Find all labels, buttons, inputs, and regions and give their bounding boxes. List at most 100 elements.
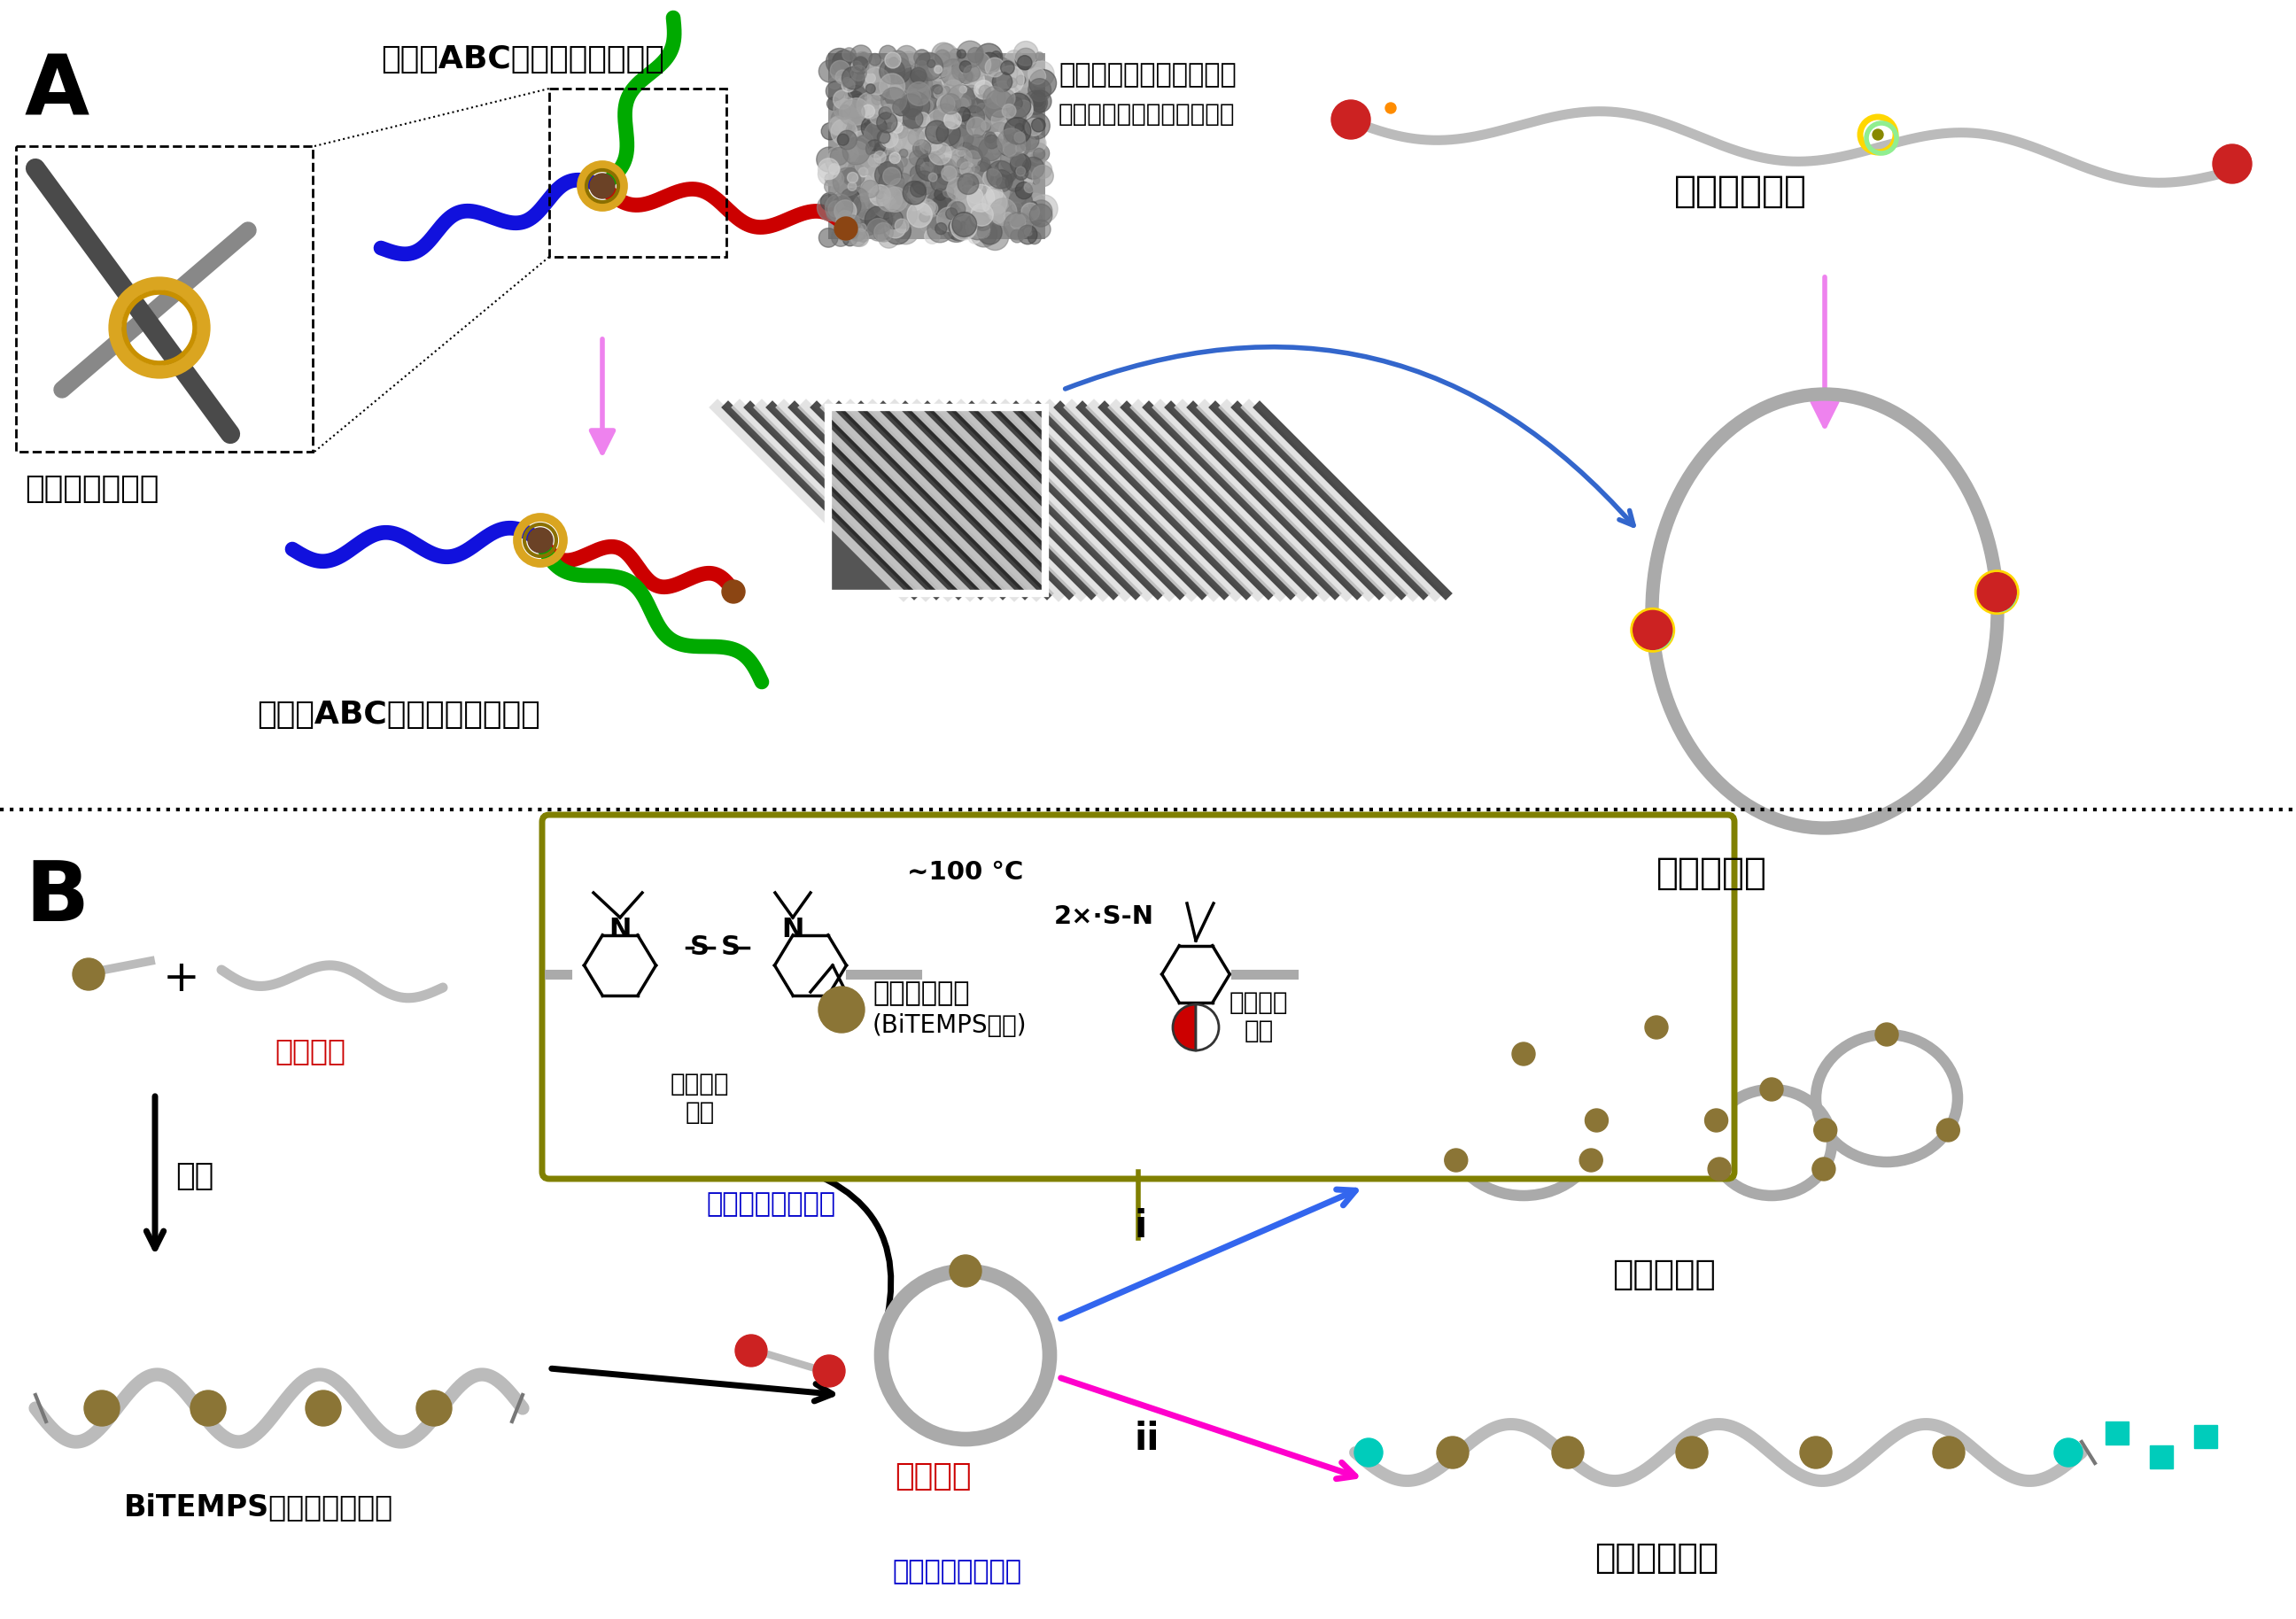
Circle shape bbox=[957, 50, 967, 58]
Circle shape bbox=[902, 108, 923, 128]
Circle shape bbox=[902, 186, 914, 199]
Circle shape bbox=[957, 40, 983, 68]
Circle shape bbox=[824, 147, 850, 172]
Circle shape bbox=[932, 84, 941, 94]
Circle shape bbox=[976, 104, 987, 115]
Circle shape bbox=[843, 79, 854, 92]
Circle shape bbox=[912, 185, 928, 201]
Circle shape bbox=[974, 73, 983, 81]
Circle shape bbox=[967, 134, 978, 146]
Circle shape bbox=[833, 142, 859, 167]
Circle shape bbox=[861, 180, 879, 198]
Circle shape bbox=[1015, 123, 1024, 131]
Circle shape bbox=[1029, 68, 1045, 84]
Circle shape bbox=[999, 118, 1024, 144]
Circle shape bbox=[967, 194, 987, 215]
Circle shape bbox=[838, 144, 854, 159]
Circle shape bbox=[974, 81, 994, 99]
Circle shape bbox=[987, 141, 999, 154]
Circle shape bbox=[882, 130, 898, 147]
Circle shape bbox=[854, 209, 879, 235]
Circle shape bbox=[992, 214, 1003, 223]
Text: 環状高分子: 環状高分子 bbox=[1655, 855, 1768, 892]
Circle shape bbox=[960, 70, 974, 84]
Circle shape bbox=[971, 220, 996, 248]
Circle shape bbox=[948, 74, 964, 89]
Circle shape bbox=[1015, 100, 1033, 120]
Circle shape bbox=[985, 58, 1003, 78]
Circle shape bbox=[879, 173, 889, 183]
Circle shape bbox=[1033, 160, 1052, 178]
Circle shape bbox=[827, 81, 845, 100]
Circle shape bbox=[886, 89, 905, 108]
Circle shape bbox=[898, 65, 921, 89]
Circle shape bbox=[976, 44, 1003, 71]
Circle shape bbox=[893, 173, 905, 185]
Circle shape bbox=[852, 62, 861, 71]
Circle shape bbox=[953, 147, 971, 168]
Circle shape bbox=[1552, 1436, 1584, 1468]
Circle shape bbox=[1355, 1438, 1382, 1467]
Circle shape bbox=[930, 152, 953, 175]
Circle shape bbox=[971, 204, 987, 220]
Circle shape bbox=[1029, 142, 1049, 164]
Circle shape bbox=[1015, 181, 1033, 199]
Circle shape bbox=[916, 142, 928, 154]
Circle shape bbox=[1015, 49, 1035, 70]
Circle shape bbox=[843, 167, 856, 180]
Circle shape bbox=[836, 214, 850, 228]
Circle shape bbox=[934, 66, 946, 78]
Circle shape bbox=[859, 223, 866, 232]
Circle shape bbox=[967, 162, 994, 188]
Circle shape bbox=[1001, 146, 1026, 172]
Circle shape bbox=[1029, 79, 1052, 102]
Circle shape bbox=[987, 194, 1001, 207]
Circle shape bbox=[964, 214, 992, 240]
Circle shape bbox=[974, 210, 992, 230]
Circle shape bbox=[985, 134, 999, 149]
Circle shape bbox=[893, 99, 909, 117]
Circle shape bbox=[946, 110, 953, 118]
Circle shape bbox=[1017, 99, 1045, 125]
Circle shape bbox=[866, 73, 875, 83]
Circle shape bbox=[1026, 193, 1045, 210]
Circle shape bbox=[884, 134, 902, 152]
Circle shape bbox=[843, 68, 854, 78]
Circle shape bbox=[1022, 202, 1040, 222]
Circle shape bbox=[932, 99, 957, 125]
Circle shape bbox=[847, 172, 859, 183]
Circle shape bbox=[925, 202, 937, 215]
Circle shape bbox=[836, 209, 847, 220]
Circle shape bbox=[978, 52, 1001, 74]
Circle shape bbox=[978, 86, 992, 97]
Circle shape bbox=[974, 185, 987, 198]
Circle shape bbox=[925, 120, 948, 144]
Circle shape bbox=[866, 97, 886, 120]
Circle shape bbox=[856, 121, 872, 139]
Circle shape bbox=[941, 165, 957, 181]
Circle shape bbox=[994, 154, 1001, 160]
Circle shape bbox=[916, 68, 923, 76]
Circle shape bbox=[838, 134, 850, 146]
Circle shape bbox=[1038, 71, 1047, 79]
Circle shape bbox=[1015, 131, 1031, 147]
Text: 重合: 重合 bbox=[174, 1161, 214, 1192]
Circle shape bbox=[882, 160, 898, 176]
Circle shape bbox=[918, 89, 946, 117]
Circle shape bbox=[884, 172, 893, 180]
Circle shape bbox=[875, 136, 898, 157]
Circle shape bbox=[884, 128, 907, 151]
Circle shape bbox=[891, 121, 902, 133]
Circle shape bbox=[930, 138, 939, 146]
Circle shape bbox=[964, 86, 978, 99]
Circle shape bbox=[827, 49, 854, 76]
Circle shape bbox=[1008, 78, 1017, 87]
Circle shape bbox=[934, 160, 960, 185]
Circle shape bbox=[999, 139, 1006, 147]
Circle shape bbox=[934, 104, 957, 128]
Circle shape bbox=[955, 159, 971, 173]
Circle shape bbox=[882, 186, 907, 212]
Text: A: A bbox=[25, 52, 90, 133]
Circle shape bbox=[934, 188, 946, 201]
Circle shape bbox=[852, 178, 875, 202]
